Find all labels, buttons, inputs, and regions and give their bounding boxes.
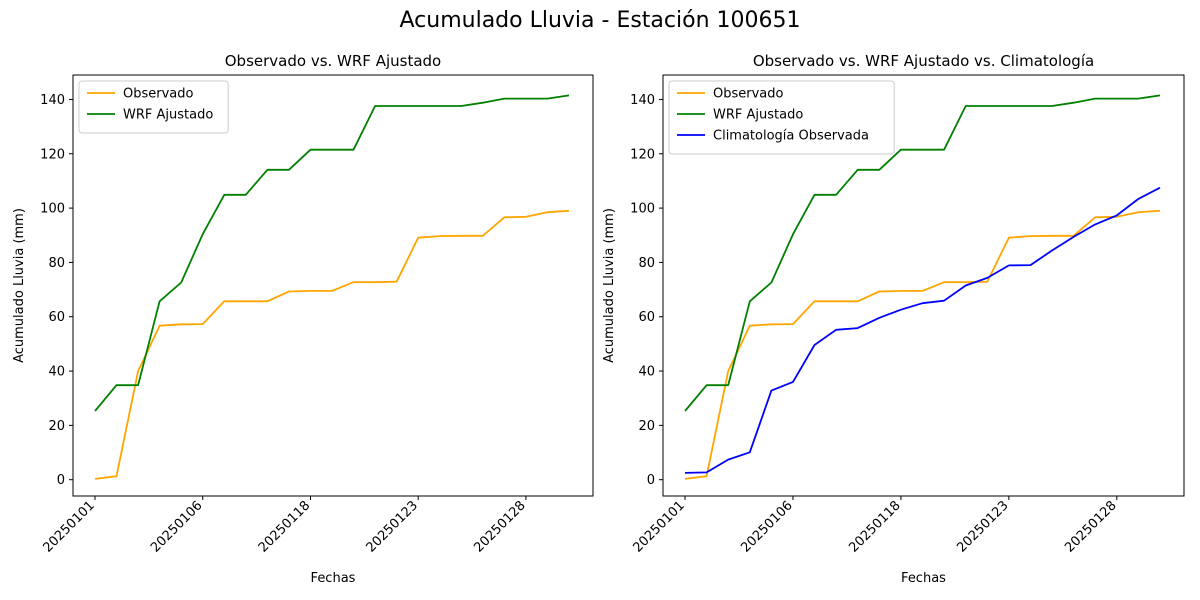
x-tick-label: 20250101 — [40, 498, 97, 555]
y-axis-label: Acumulado Lluvia (mm) — [602, 208, 617, 363]
legend-label: Climatología Observada — [713, 129, 869, 144]
subplot-title: Observado vs. WRF Ajustado — [225, 52, 441, 70]
legend-label: WRF Ajustado — [713, 108, 803, 123]
x-tick-label: 20250128 — [1062, 498, 1119, 555]
x-tick-label: 20250106 — [738, 498, 795, 555]
legend-box — [668, 80, 895, 155]
x-tick-label: 20250101 — [630, 498, 687, 555]
y-tick-label: 20 — [48, 419, 65, 434]
subplot-left: 0 20 40 60 80 100 120 140 20250101 20250106 202501… — [12, 52, 594, 586]
series-line-1 — [94, 209, 570, 480]
y-tick-label: 140 — [40, 93, 65, 108]
x-tick-label: 20250128 — [471, 498, 528, 555]
y-tick-label: 0 — [57, 473, 65, 488]
y-tick-label: 20 — [638, 419, 655, 434]
y-tick-label: 100 — [630, 202, 655, 217]
axes-frame — [662, 74, 1185, 497]
x-tick-label: 20250118 — [846, 498, 903, 555]
y-tick-label: 60 — [48, 310, 65, 325]
x-tick-label: 20250118 — [256, 498, 313, 555]
axes-frame — [72, 74, 594, 497]
figure-title: Acumulado Lluvia - Estación 100651 — [399, 8, 801, 33]
legend-label: Observado — [713, 87, 784, 102]
y-tick-label: 120 — [40, 147, 65, 162]
x-axis-label: Fechas — [311, 571, 356, 586]
x-tick-label: 20250123 — [954, 498, 1011, 555]
x-axis-label: Fechas — [901, 571, 946, 586]
series-line-3 — [684, 186, 1161, 474]
legend-label: Observado — [123, 87, 194, 102]
legend-box — [78, 80, 229, 134]
series-line-2 — [94, 94, 570, 412]
y-tick-label: 80 — [48, 256, 65, 271]
y-tick-label: 40 — [638, 365, 655, 380]
series-line-1 — [684, 209, 1161, 480]
x-tick-label: 20250106 — [148, 498, 205, 555]
legend-label: WRF Ajustado — [123, 108, 213, 123]
series-line-2 — [684, 94, 1161, 412]
y-tick-label: 140 — [630, 93, 655, 108]
y-tick-label: 40 — [48, 365, 65, 380]
subplot-title: Observado vs. WRF Ajustado vs. Climatolo… — [753, 52, 1094, 70]
y-tick-label: 100 — [40, 202, 65, 217]
subplot-right: 0 20 40 60 80 100 120 140 20250101 20250106 202501… — [602, 52, 1185, 586]
y-tick-label: 0 — [647, 473, 655, 488]
y-tick-label: 120 — [630, 147, 655, 162]
y-tick-label: 60 — [638, 310, 655, 325]
y-tick-label: 80 — [638, 256, 655, 271]
y-axis-label: Acumulado Lluvia (mm) — [12, 208, 27, 363]
x-tick-label: 20250123 — [364, 498, 421, 555]
